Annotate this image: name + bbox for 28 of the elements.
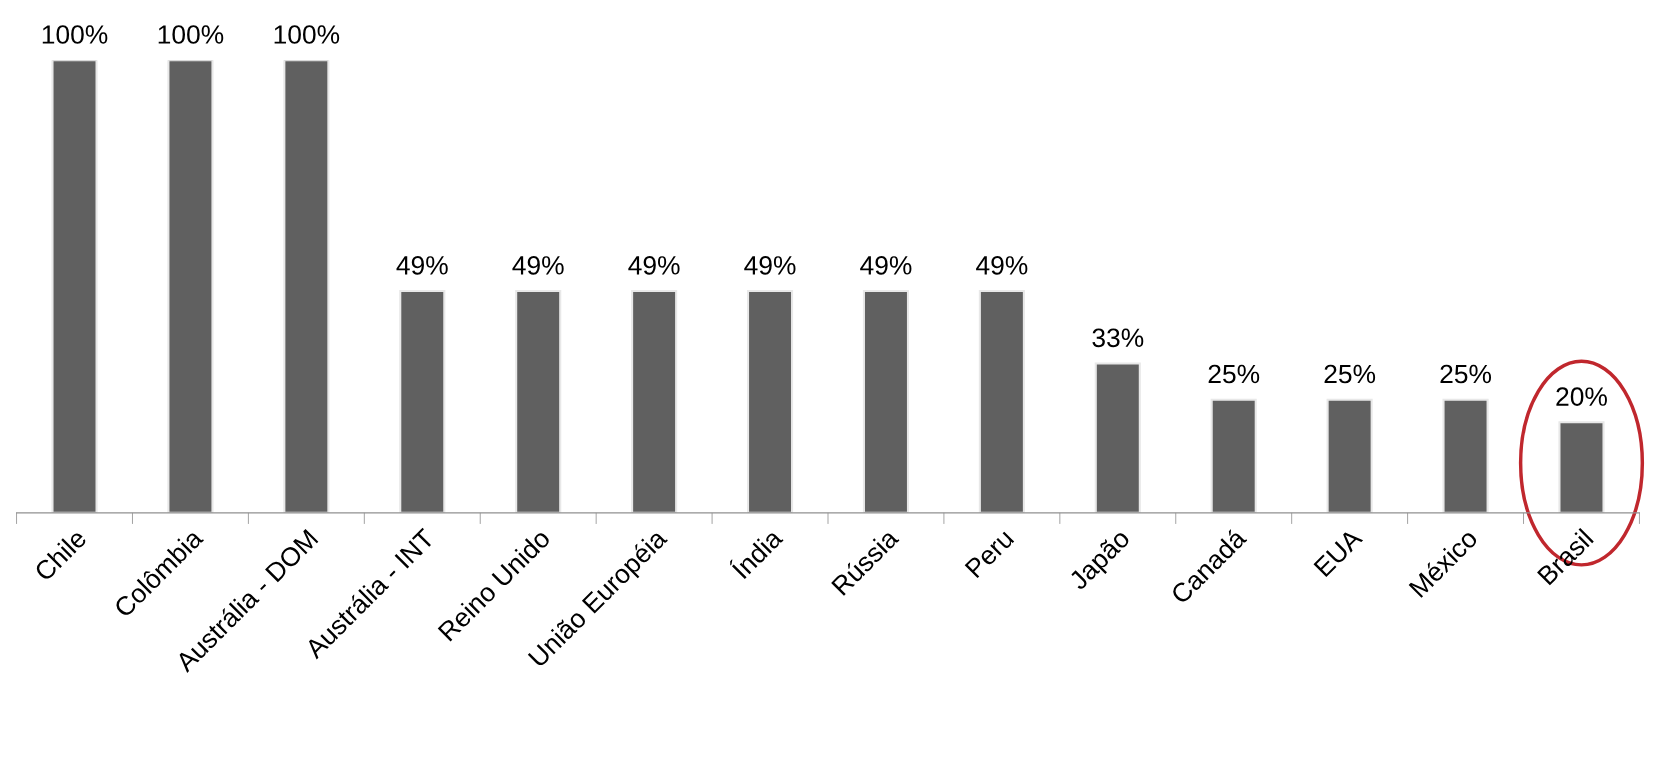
bar [1094,362,1141,513]
bar [399,290,446,513]
data-label: 49% [744,256,796,275]
bar [51,60,98,513]
bar [515,290,562,513]
data-label: 49% [628,256,680,275]
data-label: 49% [512,256,564,275]
bar [1210,398,1257,513]
data-label: 100% [158,25,224,44]
data-label: 25% [1324,364,1376,384]
data-label: 25% [1208,364,1260,384]
bar [1442,398,1489,513]
data-label: 49% [976,256,1028,275]
data-label: 100% [274,25,340,44]
bar [1326,398,1373,513]
data-label: 25% [1440,364,1492,384]
bar [631,290,678,513]
bar [283,60,330,513]
data-label: 49% [860,256,912,275]
data-label: 33% [1092,328,1144,348]
data-label: 49% [396,256,448,275]
bar [1558,421,1605,513]
bar [862,290,910,513]
data-label: 100% [42,25,108,44]
bar [167,60,214,513]
data-label: 20% [1556,387,1607,406]
bar [746,290,794,513]
bar [978,290,1025,513]
